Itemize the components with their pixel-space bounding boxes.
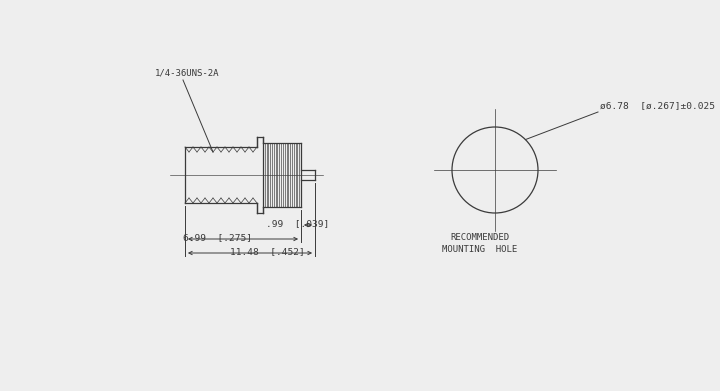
Text: 11.48  [.452]: 11.48 [.452] — [230, 248, 305, 256]
Text: MOUNTING  HOLE: MOUNTING HOLE — [442, 245, 518, 254]
Text: 1/4-36UNS-2A: 1/4-36UNS-2A — [155, 69, 220, 78]
Text: .99  [.039]: .99 [.039] — [266, 219, 329, 228]
Text: RECOMMENDED: RECOMMENDED — [451, 233, 510, 242]
Text: 6.99  [.275]: 6.99 [.275] — [183, 233, 252, 242]
Text: ø6.78  [ø.267]±0.025: ø6.78 [ø.267]±0.025 — [600, 101, 715, 110]
